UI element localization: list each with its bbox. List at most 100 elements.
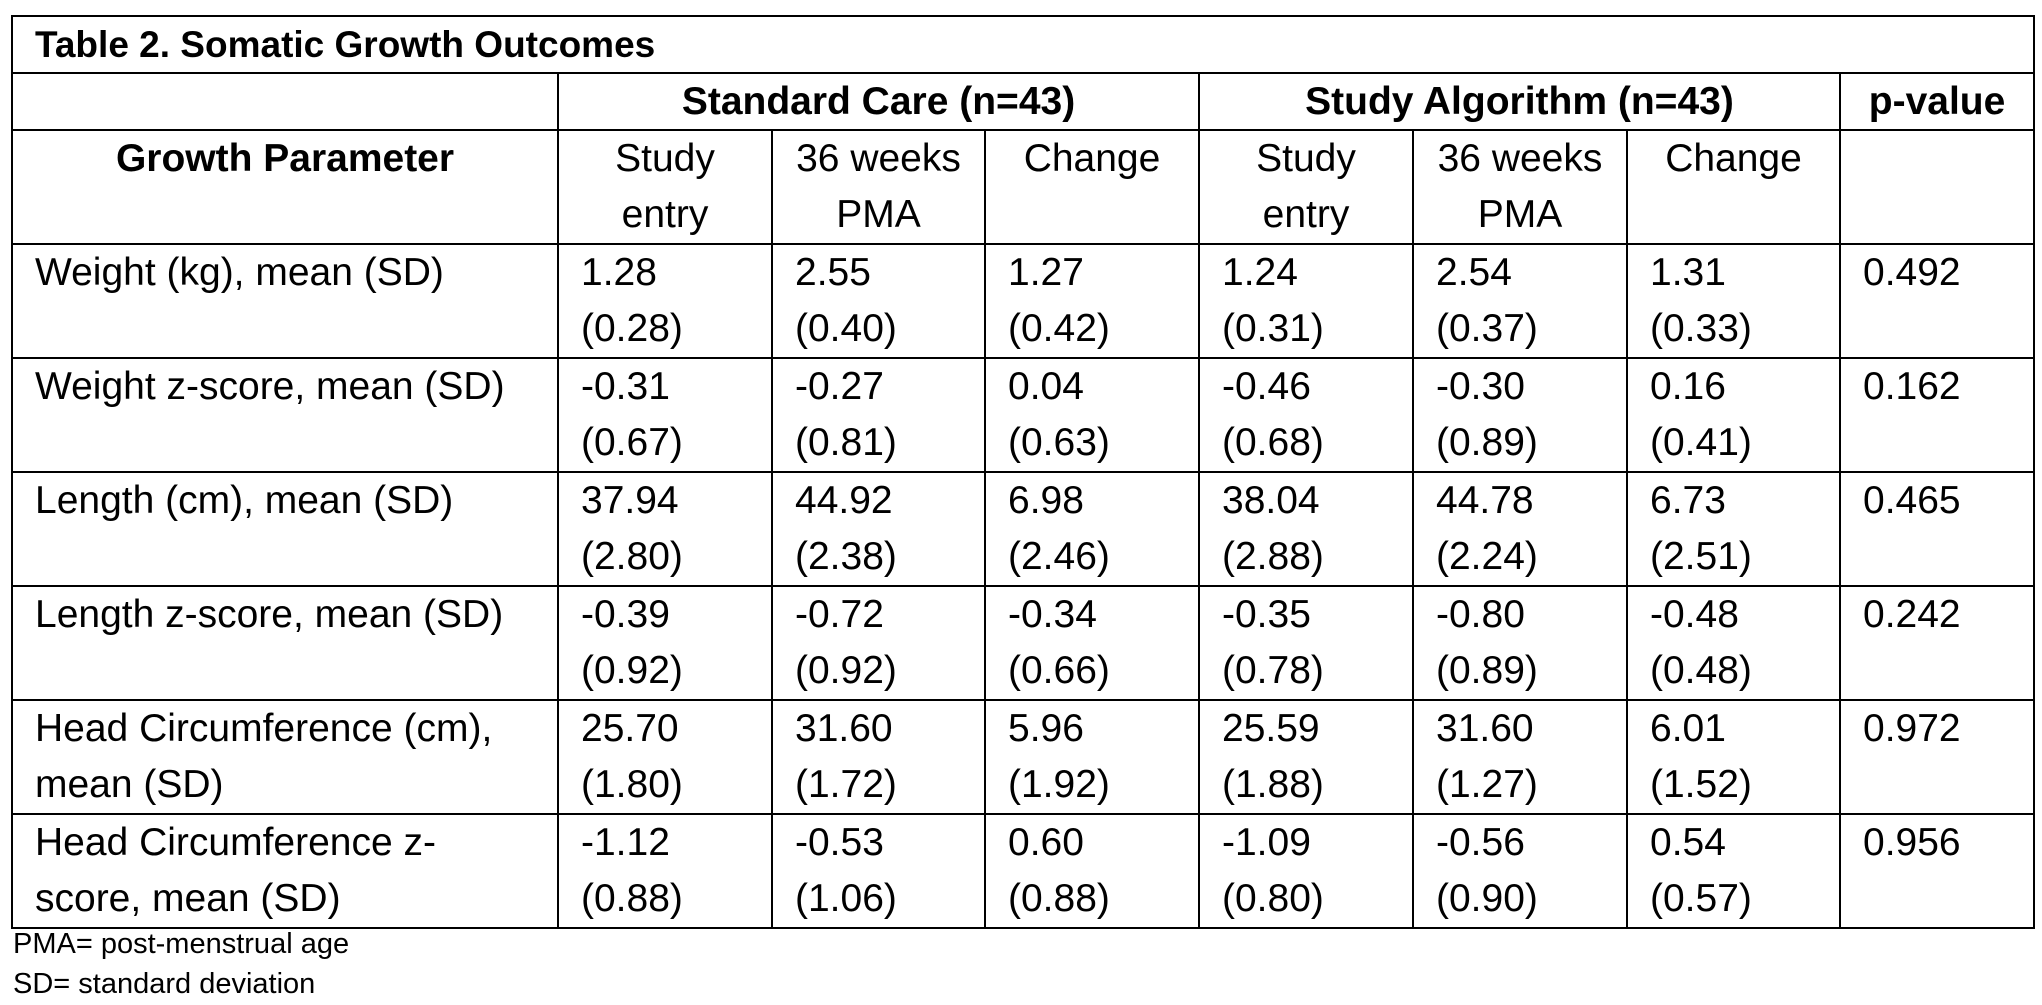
header-line: Change	[1665, 137, 1802, 180]
p-value-cell: 0.972	[1838, 699, 2036, 815]
sd-value: (0.33)	[1650, 307, 1752, 350]
p-value-header: p-value	[1838, 72, 2036, 131]
sd-value: (0.81)	[795, 421, 897, 464]
mean-value: 1.31	[1650, 251, 1726, 294]
mean-value: -0.48	[1650, 593, 1739, 636]
sd-value: (2.46)	[1008, 535, 1110, 578]
sa-pma-cell: 44.78 (2.24)	[1412, 471, 1628, 587]
mean-value: 1.27	[1008, 251, 1084, 294]
sa-pma-cell: -0.56 (0.90)	[1412, 813, 1628, 929]
label-line: score, mean (SD)	[35, 877, 341, 920]
sd-value: (1.72)	[795, 763, 897, 806]
table-row: Weight z-score, mean (SD) -0.31 (0.67) -0…	[11, 357, 2036, 473]
growth-parameter-header: Growth Parameter	[11, 129, 559, 245]
table-row: Weight (kg), mean (SD) 1.28 (0.28) 2.55 (0…	[11, 243, 2036, 359]
growth-parameter-label: Growth Parameter	[115, 137, 455, 180]
sc-change-cell: 5.96 (1.92)	[984, 699, 1200, 815]
sd-value: (0.92)	[581, 649, 683, 692]
sc-change-cell: 1.27 (0.42)	[984, 243, 1200, 359]
sa-pma-cell: 31.60 (1.27)	[1412, 699, 1628, 815]
header-line: PMA	[1477, 193, 1563, 236]
sd-value: (0.78)	[1222, 649, 1324, 692]
sc-pma-cell: 44.92 (2.38)	[771, 471, 986, 587]
sc-entry-cell: -1.12 (0.88)	[557, 813, 773, 929]
header-line: 36 weeks	[796, 137, 961, 180]
row-label: Weight (kg), mean (SD)	[11, 243, 559, 359]
sa-entry-cell: -0.35 (0.78)	[1198, 585, 1414, 701]
sa-change-cell: 6.73 (2.51)	[1626, 471, 1841, 587]
mean-value: 6.98	[1008, 479, 1084, 522]
footnote-pma: PMA= post-menstrual age	[13, 928, 350, 960]
sa-entry-cell: -1.09 (0.80)	[1198, 813, 1414, 929]
sd-value: (0.80)	[1222, 877, 1324, 920]
row-label: Head Circumference (cm), mean (SD)	[11, 699, 559, 815]
mean-value: -0.27	[795, 365, 884, 408]
sd-value: (0.31)	[1222, 307, 1324, 350]
sd-value: (0.42)	[1008, 307, 1110, 350]
sa-change-header: Change	[1626, 129, 1841, 245]
header-line: Study	[615, 137, 715, 180]
sd-value: (0.28)	[581, 307, 683, 350]
mean-value: 44.92	[795, 479, 893, 522]
p-value-cell: 0.956	[1838, 813, 2036, 929]
mean-value: -0.53	[795, 821, 884, 864]
table-row: Head Circumference z-score, mean (SD) -1…	[11, 813, 2036, 929]
header-line: entry	[1262, 193, 1350, 236]
mean-value: 37.94	[581, 479, 679, 522]
sc-study-entry-header: Study entry	[557, 129, 773, 245]
sd-value: (0.40)	[795, 307, 897, 350]
header-line: Change	[1023, 137, 1161, 180]
sc-pma-cell: -0.53 (1.06)	[771, 813, 986, 929]
sa-36-weeks-pma-header: 36 weeks PMA	[1412, 129, 1628, 245]
sc-pma-cell: -0.72 (0.92)	[771, 585, 986, 701]
sa-change-cell: -0.48 (0.48)	[1626, 585, 1841, 701]
p-value-cell: 0.242	[1838, 585, 2036, 701]
mean-value: 1.24	[1222, 251, 1298, 294]
mean-value: 0.60	[1008, 821, 1084, 864]
header-line: 36 weeks	[1437, 137, 1603, 180]
p-value: 0.242	[1863, 593, 1961, 636]
row-label: Head Circumference z-score, mean (SD)	[11, 813, 559, 929]
sd-value: (1.92)	[1008, 763, 1110, 806]
mean-value: -0.35	[1222, 593, 1311, 636]
sc-pma-cell: 31.60 (1.72)	[771, 699, 986, 815]
label-line: Head Circumference z-	[35, 821, 436, 864]
sd-value: (0.57)	[1650, 877, 1752, 920]
mean-value: 44.78	[1436, 479, 1534, 522]
sc-entry-cell: 1.28 (0.28)	[557, 243, 773, 359]
mean-value: 0.04	[1008, 365, 1084, 408]
sd-value: (2.80)	[581, 535, 683, 578]
mean-value: 31.60	[795, 707, 893, 750]
sa-change-cell: 0.54 (0.57)	[1626, 813, 1841, 929]
mean-value: 2.55	[795, 251, 871, 294]
mean-value: -0.72	[795, 593, 884, 636]
sd-value: (2.88)	[1222, 535, 1324, 578]
sa-change-cell: 1.31 (0.33)	[1626, 243, 1841, 359]
mean-value: -0.31	[581, 365, 670, 408]
sc-change-cell: -0.34 (0.66)	[984, 585, 1200, 701]
p-value: 0.492	[1863, 251, 1961, 294]
sub-header-row: Growth Parameter Study entry 36 weeks PMA …	[11, 129, 2036, 245]
sd-value: (1.27)	[1436, 763, 1538, 806]
label-line: mean (SD)	[35, 763, 224, 806]
sc-36-weeks-pma-header: 36 weeks PMA	[771, 129, 986, 245]
table-row: Length (cm), mean (SD) 37.94 (2.80) 44.92…	[11, 471, 2036, 587]
sa-entry-cell: 25.59 (1.88)	[1198, 699, 1414, 815]
sd-value: (0.89)	[1436, 649, 1538, 692]
sd-value: (2.51)	[1650, 535, 1752, 578]
sd-value: (0.48)	[1650, 649, 1752, 692]
p-value: 0.956	[1863, 821, 1961, 864]
p-value-subheader-empty	[1838, 129, 2036, 245]
mean-value: -1.09	[1222, 821, 1311, 864]
sd-value: (0.41)	[1650, 421, 1752, 464]
table-title: Table 2. Somatic Growth Outcomes	[10, 15, 2036, 74]
sc-change-cell: 0.04 (0.63)	[984, 357, 1200, 473]
sc-entry-cell: 25.70 (1.80)	[557, 699, 773, 815]
mean-value: -0.46	[1222, 365, 1311, 408]
mean-value: 0.54	[1650, 821, 1726, 864]
sd-value: (1.06)	[795, 877, 897, 920]
p-value-cell: 0.465	[1838, 471, 2036, 587]
sc-change-header: Change	[984, 129, 1200, 245]
sd-value: (2.24)	[1436, 535, 1538, 578]
sd-value: (0.67)	[581, 421, 683, 464]
